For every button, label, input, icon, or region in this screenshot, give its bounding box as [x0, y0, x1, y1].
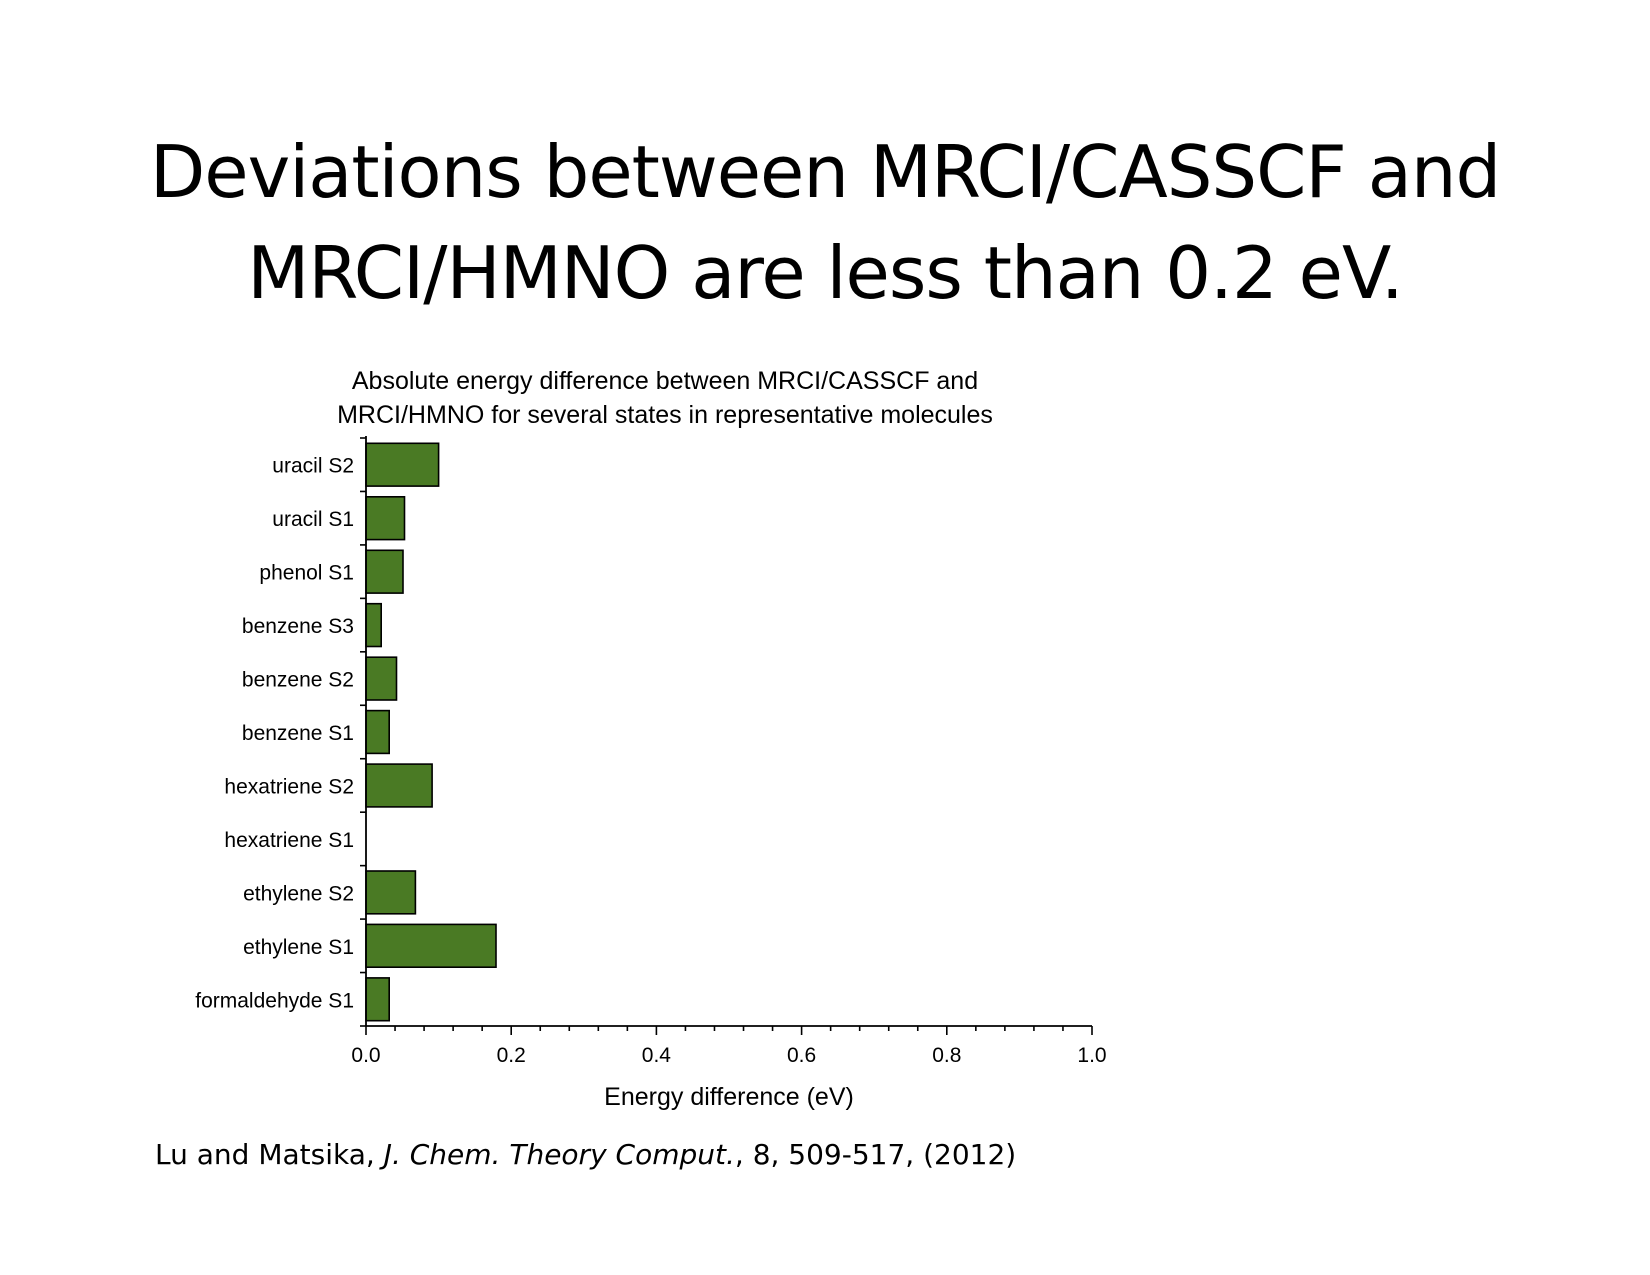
y-tick-label: uracil S1: [272, 508, 354, 531]
bar-benzene-s1: [365, 709, 391, 755]
x-tick-label: 0.6: [787, 1044, 816, 1067]
x-tick-label: 0.2: [497, 1044, 526, 1067]
citation-details: , 8, 509-517, (2012): [734, 1138, 1017, 1171]
citation: Lu and Matsika, J. Chem. Theory Comput.,…: [155, 1138, 1016, 1171]
citation-authors: Lu and Matsika,: [155, 1138, 384, 1171]
slide-title-line-1: Deviations between MRCI/CASSCF and: [149, 130, 1501, 214]
y-tick-label: hexatriene S2: [224, 775, 354, 798]
y-tick-label: benzene S2: [242, 669, 354, 692]
x-tick-label: 0.8: [932, 1044, 961, 1067]
bar-formaldehyde-s1: [365, 977, 391, 1022]
y-tick-label: benzene S1: [242, 722, 354, 745]
bar-hexatriene-s2: [365, 763, 433, 808]
x-tick-label: 0.0: [351, 1044, 380, 1067]
y-tick-label: benzene S3: [242, 615, 354, 638]
y-tick-label: ethylene S1: [243, 936, 354, 959]
x-axis-label: Energy difference (eV): [604, 1083, 854, 1111]
bar-ethylene-s1: [365, 923, 497, 969]
bar-ethylene-s2: [365, 870, 417, 915]
bar-benzene-s3: [365, 602, 382, 648]
citation-journal: J. Chem. Theory Comput.: [383, 1138, 735, 1171]
y-tick-label: phenol S1: [259, 562, 354, 585]
x-tick-label: 1.0: [1077, 1044, 1106, 1067]
bar-uracil-s1: [365, 495, 406, 541]
chart-title-line-2: MRCI/HMNO for several states in represen…: [337, 401, 993, 429]
bar-phenol-s1: [365, 549, 404, 594]
y-tick-label: formaldehyde S1: [195, 989, 354, 1012]
y-tick-label: uracil S2: [272, 455, 354, 478]
bar-benzene-s2: [365, 656, 398, 701]
chart-title-line-1: Absolute energy difference between MRCI/…: [352, 367, 978, 395]
y-tick-label: hexatriene S1: [224, 829, 354, 852]
x-tick-label: 0.4: [642, 1044, 672, 1067]
slide-title-line-2: MRCI/HMNO are less than 0.2 eV.: [247, 231, 1404, 315]
y-tick-label: ethylene S2: [243, 882, 354, 905]
bar-uracil-s2: [365, 442, 440, 487]
slide-title: Deviations between MRCI/CASSCF and MRCI/…: [0, 122, 1650, 324]
